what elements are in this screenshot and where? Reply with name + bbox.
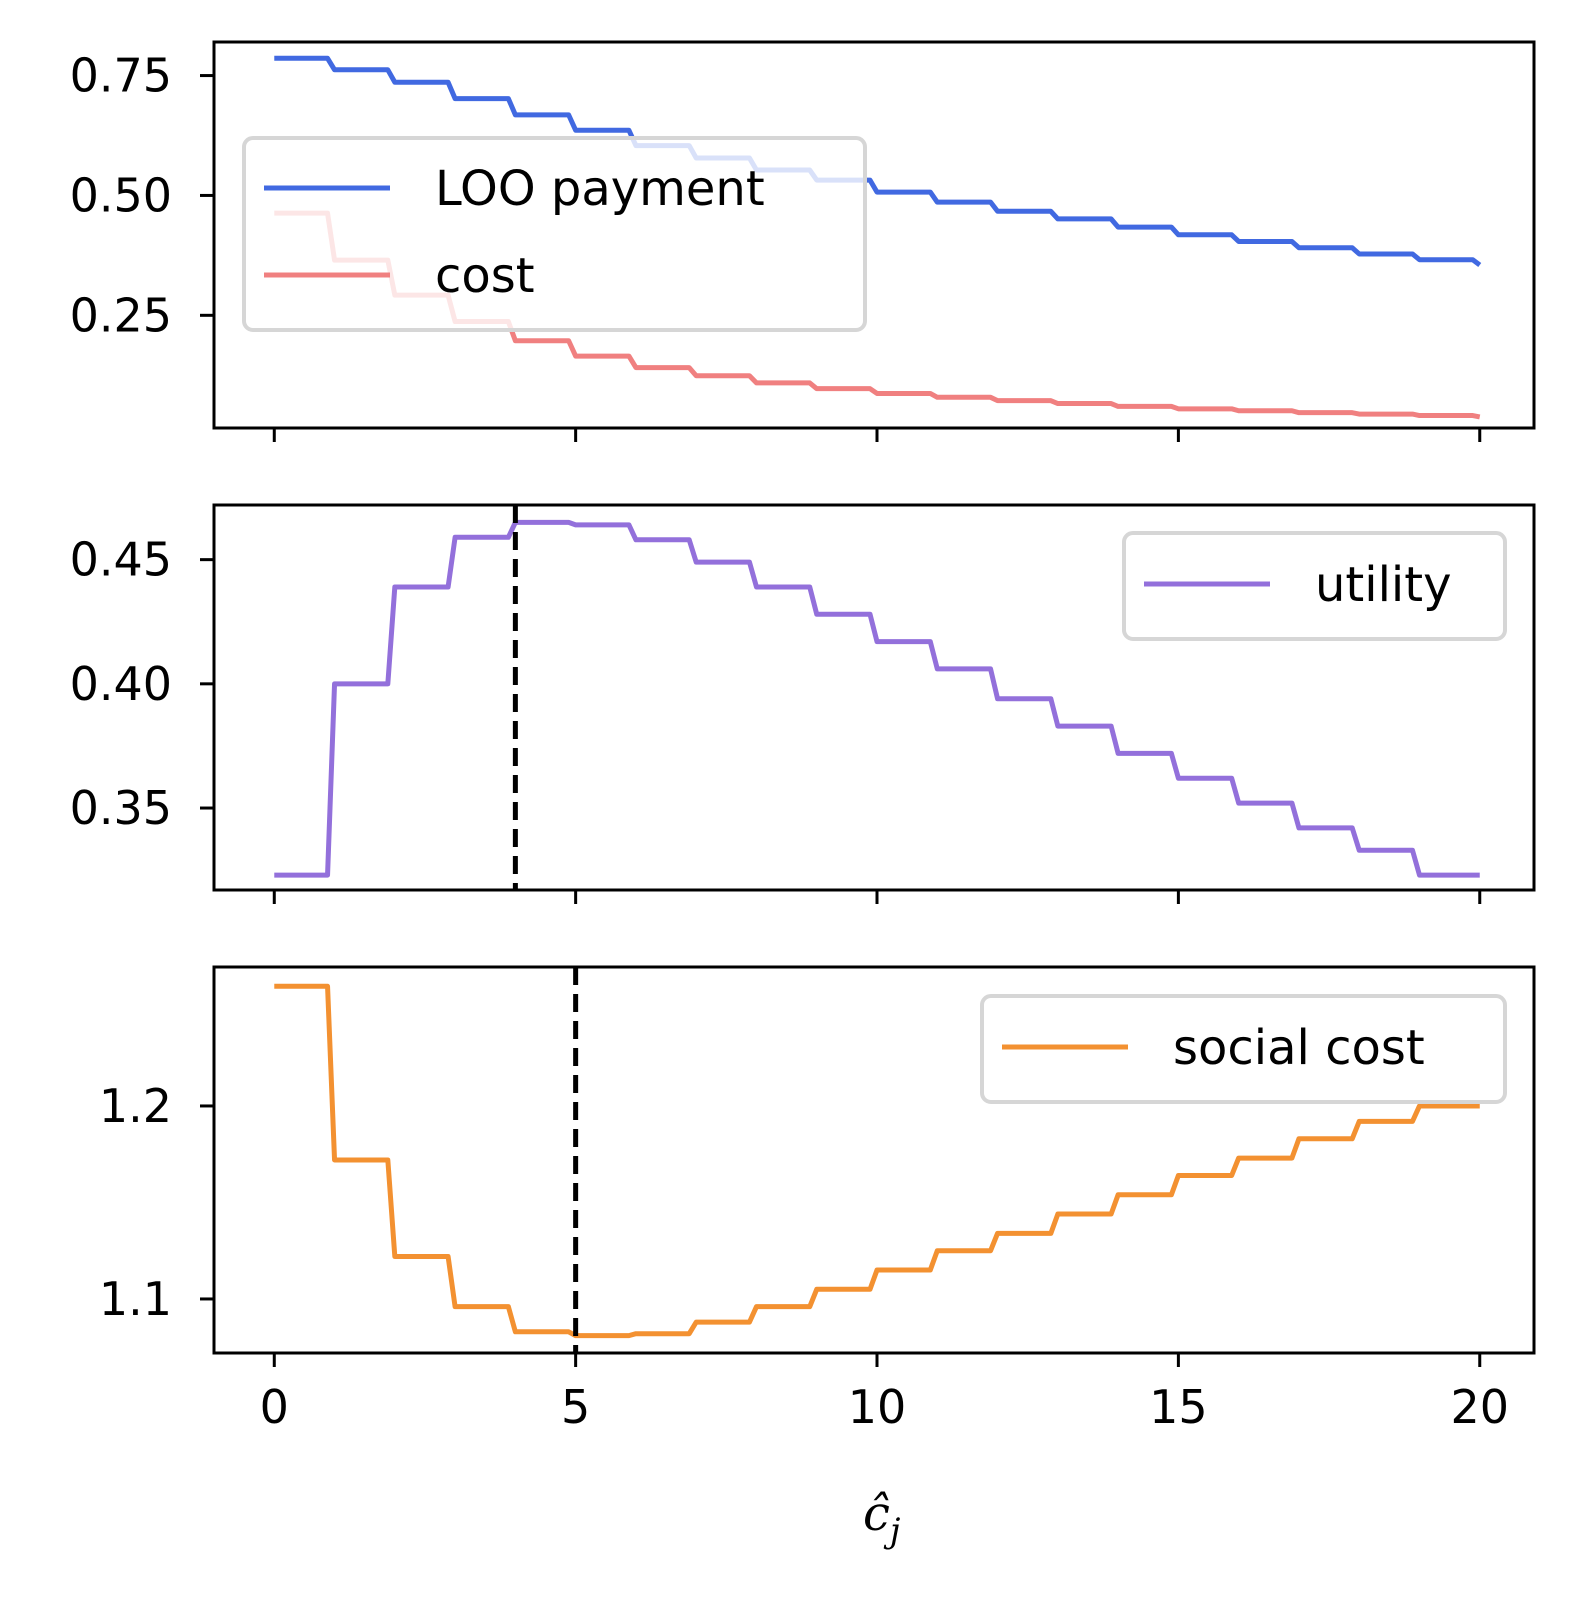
legend-box	[242, 136, 867, 332]
panel-1: 0.25 0.50 0.75 LOO payment cost	[70, 40, 1536, 442]
x-tick-label: 15	[1149, 1380, 1208, 1434]
series-line-utility	[274, 519, 1480, 878]
y-tick-label: 0.50	[70, 168, 172, 222]
legend-label: utility	[1315, 557, 1451, 613]
axes-frame	[212, 965, 1536, 1355]
legend: utility	[1122, 531, 1507, 641]
y-tick-label: 0.45	[70, 533, 172, 587]
y-tick-label: 0.25	[70, 288, 172, 342]
panel-2: 0.35 0.40 0.45 utility	[70, 503, 1536, 904]
x-tick-label: 5	[561, 1380, 590, 1434]
x-tick-label: 20	[1450, 1380, 1509, 1434]
x-axis-label-subscript: j	[883, 1511, 901, 1551]
legend-label: cost	[435, 248, 535, 304]
legend-box	[1122, 531, 1507, 641]
panel-3: 0 5 10 15 20 1.1 1.2 social cost ĉj	[99, 965, 1536, 1551]
legend: LOO payment cost	[242, 136, 867, 332]
series-line-loo-payment	[274, 55, 1482, 267]
series-line-social-cost	[274, 983, 1480, 1339]
y-tick-label: 1.2	[99, 1079, 172, 1133]
legend-label: LOO payment	[435, 161, 765, 217]
x-axis-label: ĉj	[863, 1486, 901, 1551]
y-tick-label: 1.1	[99, 1272, 172, 1326]
x-tick-label: 10	[848, 1380, 907, 1434]
y-tick-label: 0.75	[70, 49, 172, 103]
legend-box	[980, 994, 1507, 1104]
plot-area	[274, 967, 1480, 1353]
axes-frame	[212, 40, 1536, 430]
legend: social cost	[980, 994, 1507, 1104]
x-tick-label: 0	[260, 1380, 289, 1434]
axes-frame	[212, 503, 1536, 892]
y-tick-label: 0.35	[70, 781, 172, 835]
plot-area	[274, 505, 1480, 890]
legend-label: social cost	[1173, 1020, 1425, 1076]
y-tick-label: 0.40	[70, 657, 172, 711]
